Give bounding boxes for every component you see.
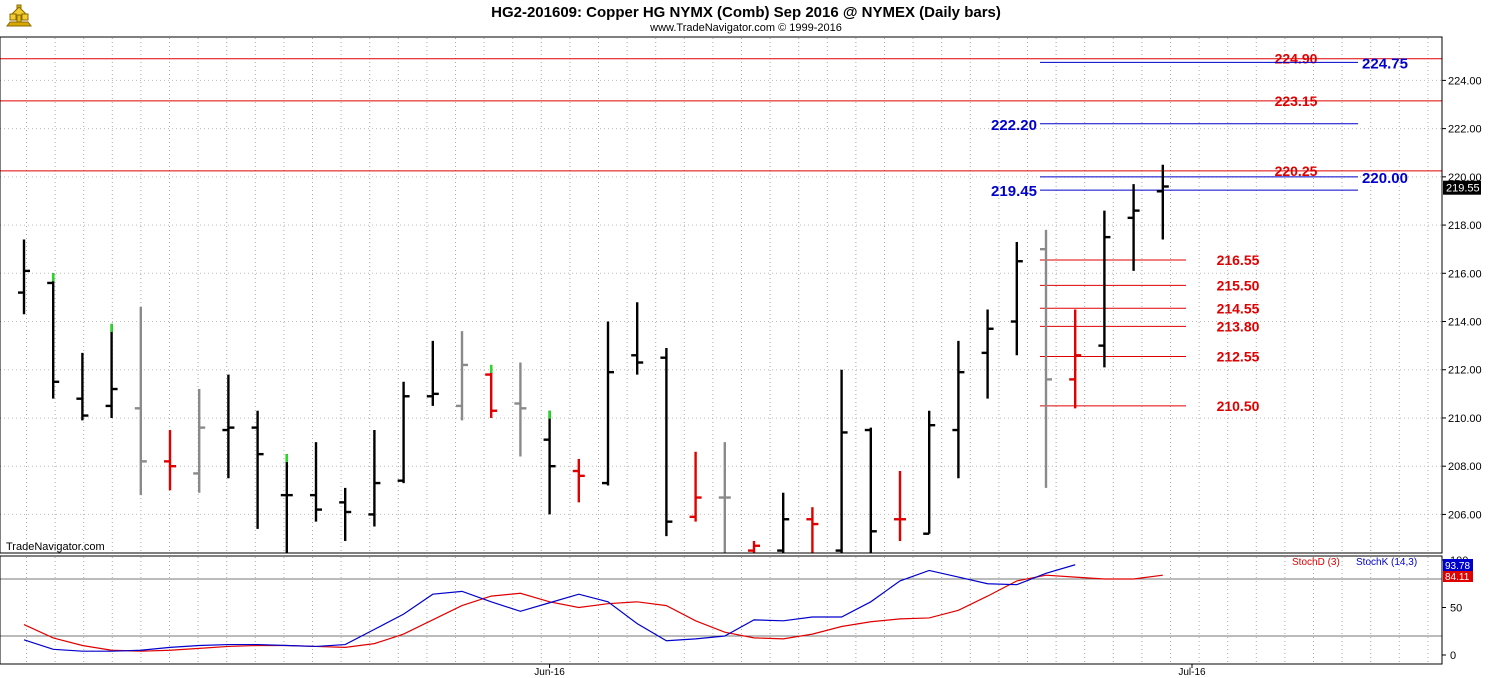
ohlc-bar bbox=[105, 323, 118, 418]
price-plot-frame bbox=[0, 36, 1443, 554]
ohlc-bars bbox=[18, 164, 1169, 553]
ohlc-bar bbox=[894, 471, 906, 541]
level-label: 219.45 bbox=[991, 183, 1037, 200]
ohlc-bar bbox=[1069, 309, 1082, 409]
stoch-gridlines bbox=[0, 557, 1442, 663]
price-y-tick-label: 208.00 bbox=[1448, 461, 1482, 473]
x-tick-label: Jul-16 bbox=[1178, 667, 1206, 678]
ohlc-bar bbox=[981, 309, 994, 399]
price-y-tick-label: 210.00 bbox=[1448, 413, 1482, 425]
ohlc-bar bbox=[660, 348, 673, 537]
last-price-label: 219.55 bbox=[1446, 183, 1480, 195]
chart-title: HG2-201609: Copper HG NYMX (Comb) Sep 20… bbox=[491, 4, 1001, 21]
ohlc-bar bbox=[251, 410, 264, 529]
ohlc-bar bbox=[572, 458, 585, 503]
level-label: 213.80 bbox=[1217, 318, 1260, 334]
stoch-value-tag bbox=[1443, 570, 1473, 582]
level-label: 224.75 bbox=[1362, 55, 1408, 72]
x-tick-label: Jun-16 bbox=[534, 667, 565, 678]
ohlc-bar bbox=[1010, 241, 1023, 356]
ohlc-bar bbox=[397, 381, 410, 484]
ohlc-bar bbox=[368, 430, 381, 527]
ohlc-bar bbox=[280, 454, 293, 553]
ohlc-bar bbox=[18, 239, 30, 315]
price-y-tick-label: 212.00 bbox=[1448, 365, 1482, 377]
stoch-legend-entry: StochK (14,3) bbox=[1356, 557, 1417, 568]
level-label: 220.00 bbox=[1362, 170, 1408, 187]
ohlc-bar bbox=[689, 451, 702, 522]
ohlc-bar bbox=[47, 273, 60, 399]
price-y-tick-label: 224.00 bbox=[1448, 75, 1482, 87]
ohlc-bar bbox=[1098, 210, 1111, 368]
last-price-tag bbox=[1443, 180, 1481, 195]
level-label: 222.20 bbox=[991, 117, 1037, 134]
stoch-y-tick-label: 0 bbox=[1450, 650, 1456, 662]
ohlc-bar bbox=[485, 364, 498, 418]
stoch-value-label: 84.11 bbox=[1445, 572, 1470, 583]
level-label: 224.90 bbox=[1275, 51, 1318, 67]
price-y-tick-label: 214.00 bbox=[1448, 317, 1482, 329]
price-gridlines bbox=[0, 38, 1442, 552]
stoch-value-tag bbox=[1443, 559, 1473, 571]
price-y-tick-label: 222.00 bbox=[1448, 124, 1482, 136]
stoch-plot-frame bbox=[0, 555, 1443, 665]
level-label: 223.15 bbox=[1275, 93, 1318, 109]
level-label: 220.25 bbox=[1275, 163, 1318, 179]
stoch-line-d bbox=[23, 574, 1163, 652]
level-label: 214.55 bbox=[1217, 300, 1260, 316]
target-levels: 224.90 223.15 220.25 224.75 222.20 220.00 219.… bbox=[0, 51, 1442, 414]
ohlc-bar bbox=[748, 540, 760, 553]
stochastic-lines bbox=[23, 564, 1163, 652]
level-label: 210.50 bbox=[1217, 398, 1260, 414]
ohlc-bar bbox=[426, 340, 439, 406]
stoch-legend-entry: StochD (3) bbox=[1292, 557, 1340, 568]
ohlc-bar bbox=[1156, 164, 1169, 240]
ohlc-bar bbox=[164, 430, 176, 491]
stoch-line-k bbox=[23, 564, 1076, 652]
ohlc-bar bbox=[456, 331, 468, 421]
ohlc-bar bbox=[806, 507, 819, 553]
trade-navigator-logo-icon bbox=[4, 2, 34, 28]
ohlc-bar bbox=[514, 362, 527, 457]
ohlc-bar bbox=[339, 487, 352, 541]
axes: 206.00 208.00 210.00 212.00 214.00 216.00 218.… bbox=[0, 36, 1482, 678]
level-label: 215.50 bbox=[1217, 277, 1260, 293]
ohlc-bar bbox=[1040, 229, 1052, 488]
ohlc-bar bbox=[76, 352, 89, 421]
ohlc-bar bbox=[193, 389, 206, 493]
price-y-tick-label: 216.00 bbox=[1448, 268, 1482, 280]
ohlc-bar bbox=[222, 374, 235, 479]
price-y-tick-label: 206.00 bbox=[1448, 509, 1482, 521]
level-label: 216.55 bbox=[1217, 252, 1260, 268]
price-y-tick-label: 218.00 bbox=[1448, 220, 1482, 232]
ohlc-bar bbox=[1127, 184, 1140, 271]
ohlc-bar bbox=[923, 410, 936, 535]
ohlc-bar bbox=[864, 427, 877, 553]
ohlc-bar bbox=[602, 321, 614, 486]
ohlc-bar bbox=[835, 369, 848, 553]
ohlc-bar bbox=[718, 442, 731, 553]
ohlc-bar bbox=[631, 302, 644, 375]
stoch-y-tick-label: 50 bbox=[1450, 603, 1462, 615]
chart-subtitle: www.TradeNavigator.com © 1999-2016 bbox=[650, 22, 842, 34]
ohlc-bar bbox=[310, 442, 322, 522]
level-label: 212.55 bbox=[1217, 348, 1260, 364]
ohlc-bar bbox=[134, 307, 147, 496]
ohlc-bar bbox=[952, 340, 965, 479]
ohlc-bar bbox=[543, 410, 556, 515]
ohlc-bar bbox=[777, 492, 790, 553]
stoch-value-label: 93.78 bbox=[1445, 561, 1470, 572]
